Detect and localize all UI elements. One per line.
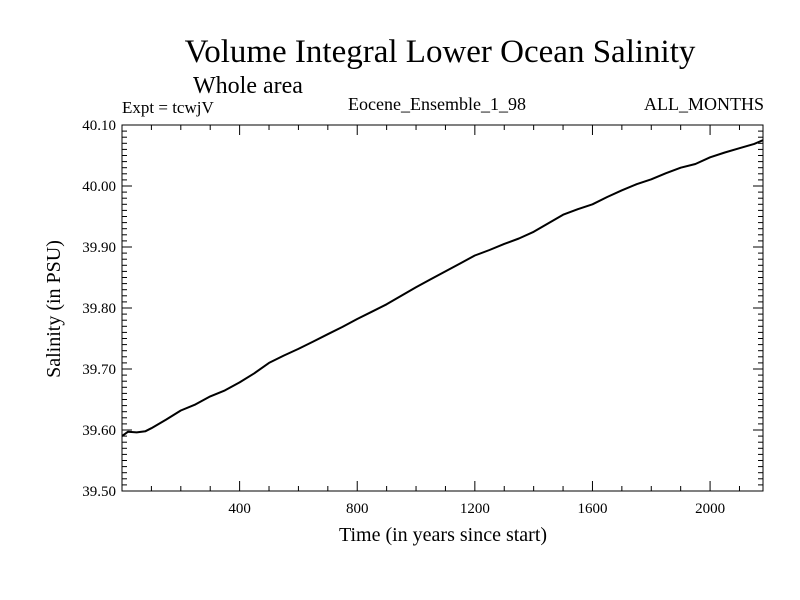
chart-title: Volume Integral Lower Ocean Salinity [184, 34, 696, 70]
x-tick-label: 1200 [460, 501, 490, 517]
y-tick-label: 39.70 [82, 362, 116, 378]
y-tick-label: 40.00 [82, 179, 116, 195]
ensemble-label: Eocene_Ensemble_1_98 [348, 94, 526, 114]
x-tick-label: 2000 [695, 501, 725, 517]
y-tick-label: 40.10 [82, 118, 116, 134]
y-axis-label: Salinity (in PSU) [43, 240, 65, 378]
salinity-series-line [121, 139, 764, 437]
y-tick-label: 39.50 [82, 484, 116, 500]
y-tick-label: 39.80 [82, 301, 116, 317]
x-axis-label: Time (in years since start) [339, 524, 547, 546]
tick-labels: 400 800 1200 1600 2000 39.50 39.60 39.70 39.80 39… [82, 118, 725, 517]
chart-subtitle: Whole area [193, 73, 303, 99]
plot-frame [121, 124, 764, 492]
months-label: ALL_MONTHS [644, 94, 764, 114]
x-tick-label: 800 [346, 501, 369, 517]
series-layer [121, 139, 764, 437]
x-tick-label: 400 [228, 501, 251, 517]
axes [121, 124, 764, 492]
y-tick-label: 39.90 [82, 240, 116, 256]
y-tick-label: 39.60 [82, 423, 116, 439]
expt-label: Expt = tcwjV [122, 98, 214, 117]
x-tick-label: 1600 [577, 501, 607, 517]
